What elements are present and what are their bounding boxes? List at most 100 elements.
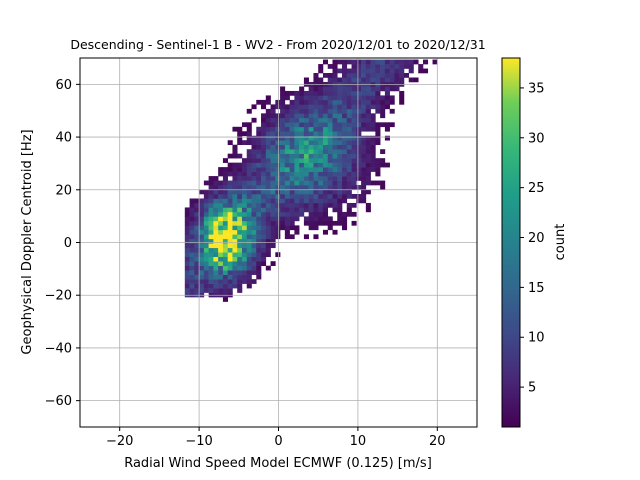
heatmap-cell — [241, 256, 248, 262]
heatmap-cell — [337, 153, 343, 159]
heatmap-cell — [189, 198, 195, 204]
heatmap-cell — [203, 180, 209, 186]
heatmap-cell — [389, 68, 395, 74]
heatmap-cell — [261, 122, 267, 128]
heatmap-cell — [194, 243, 200, 249]
heatmap-cell — [303, 140, 309, 146]
heatmap-cell — [342, 95, 348, 101]
heatmap-cell — [342, 198, 348, 204]
heatmap-cell — [265, 135, 271, 141]
heatmap-cell — [389, 86, 395, 92]
heatmap-cell — [370, 68, 376, 74]
heatmap-cell — [389, 73, 395, 78]
heatmap-cell — [203, 283, 209, 289]
heatmap-cell — [351, 113, 357, 119]
heatmap-cell — [342, 144, 348, 150]
heatmap-cell — [199, 225, 205, 231]
heatmap-cell — [232, 198, 238, 204]
heatmap-cell — [194, 279, 200, 284]
heatmap-cell — [284, 171, 290, 177]
heatmap-cell — [213, 261, 219, 266]
heatmap-cell — [275, 225, 281, 231]
heatmap-cell — [289, 144, 295, 150]
heatmap-cell — [213, 220, 219, 226]
heatmap-cell — [246, 189, 252, 195]
heatmap-cell — [299, 140, 305, 146]
heatmap-cell — [261, 247, 267, 253]
heatmap-cell — [213, 247, 219, 253]
heatmap-cell — [361, 171, 367, 177]
heatmap-cell — [280, 104, 286, 110]
heatmap-cell — [218, 194, 224, 199]
heatmap-cell — [294, 99, 300, 105]
heatmap-cell — [294, 131, 300, 137]
heatmap-cell — [332, 126, 338, 132]
heatmap-cell — [284, 176, 290, 181]
heatmap-cell — [213, 216, 219, 222]
heatmap-cell — [241, 162, 248, 168]
heatmap-cell — [203, 234, 209, 240]
heatmap-cell — [189, 252, 195, 258]
heatmap-cell — [322, 185, 329, 190]
heatmap-cell — [246, 243, 252, 249]
heatmap-cell — [299, 113, 305, 119]
heatmap-cell — [237, 256, 243, 262]
heatmap-cell — [313, 104, 319, 110]
heatmap-cell — [299, 108, 305, 114]
heatmap-cell — [370, 158, 376, 163]
heatmap-cell — [246, 261, 252, 266]
heatmap-cell — [384, 126, 390, 132]
heatmap-cell — [256, 131, 262, 137]
heatmap-cell — [270, 185, 276, 190]
heatmap-cell — [327, 131, 333, 137]
heatmap-cell — [218, 207, 224, 213]
heatmap-cell — [208, 211, 214, 217]
heatmap-cell — [222, 297, 228, 302]
heatmap-cell — [308, 117, 314, 123]
heatmap-cell — [318, 86, 324, 92]
heatmap-cell — [294, 194, 300, 199]
heatmap-cell — [337, 207, 343, 213]
heatmap-cell — [303, 104, 309, 110]
heatmap-cell — [270, 189, 276, 195]
heatmap-cell — [332, 108, 338, 114]
heatmap-cell — [303, 99, 309, 105]
heatmap-cell — [380, 180, 386, 186]
heatmap-cell — [246, 108, 252, 114]
heatmap-cell — [332, 144, 338, 150]
heatmap-cell — [241, 220, 248, 226]
heatmap-cell — [194, 229, 200, 235]
heatmap-cell — [261, 229, 267, 235]
heatmap-cell — [194, 220, 200, 226]
heatmap-cell — [351, 108, 357, 114]
heatmap-cell — [261, 261, 267, 266]
heatmap-cell — [261, 202, 267, 208]
heatmap-cell — [332, 189, 338, 195]
heatmap-cell — [232, 270, 238, 275]
heatmap-cell — [222, 252, 228, 258]
heatmap-cell — [346, 117, 352, 123]
heatmap-cell — [189, 261, 195, 266]
heatmap-cell — [370, 90, 376, 96]
heatmap-cell — [327, 189, 333, 195]
heatmap-cell — [289, 162, 295, 168]
heatmap-cell — [227, 265, 233, 271]
heatmap-cell — [375, 122, 381, 128]
heatmap-cell — [280, 167, 286, 172]
heatmap-cell — [184, 283, 190, 289]
heatmap-cell — [346, 113, 352, 119]
heatmap-cell — [322, 176, 329, 181]
heatmap-cell — [256, 238, 262, 244]
heatmap-cell — [413, 59, 419, 65]
heatmap-cell — [313, 73, 319, 78]
heatmap-cell — [303, 90, 309, 96]
heatmap-cell — [342, 180, 348, 186]
heatmap-cell — [270, 149, 276, 154]
grid-lines — [80, 58, 477, 427]
heatmap-cell — [318, 198, 324, 204]
heatmap-cell — [308, 198, 314, 204]
heatmap-cell — [199, 211, 205, 217]
heatmap-cell — [213, 225, 219, 231]
heatmap-cell — [194, 288, 200, 293]
heatmap-cell — [361, 68, 367, 74]
